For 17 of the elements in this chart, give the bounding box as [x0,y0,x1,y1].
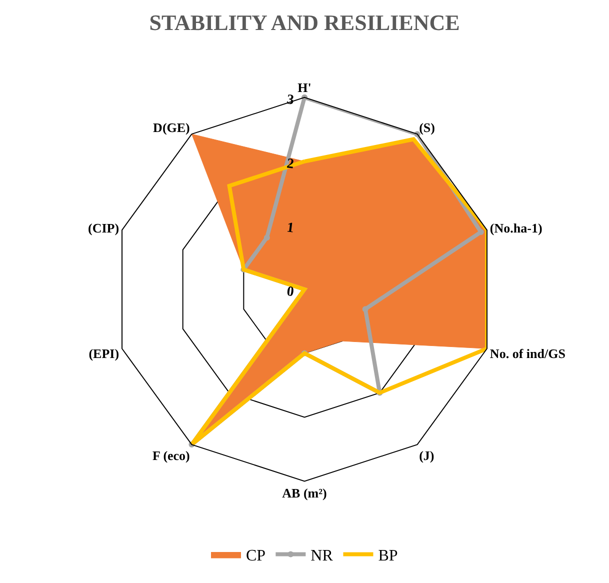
y-tick-label: 1 [286,220,295,236]
spoke-label: D(GE) [153,120,190,136]
spoke-label: (J) [419,448,434,464]
chart-title: STABILITY AND RESILIENCE [149,10,460,35]
legend-label: BP [378,548,398,564]
spoke-label: AB (m²) [282,485,327,500]
y-tick-label: 0 [286,284,295,300]
legend-label: NR [310,548,334,564]
spoke-label: (No.ha-1) [490,220,542,236]
y-tick-label: 2 [286,156,295,172]
spoke-label: F (eco) [152,448,190,464]
legend-label: CP [246,548,266,564]
spoke-label: (S) [419,120,435,136]
spoke-label: (CIP) [88,220,120,236]
spoke-label: H' [298,80,312,95]
spoke-label: No. of ind/GS [490,346,566,361]
spoke-label: (EPI) [88,346,120,361]
